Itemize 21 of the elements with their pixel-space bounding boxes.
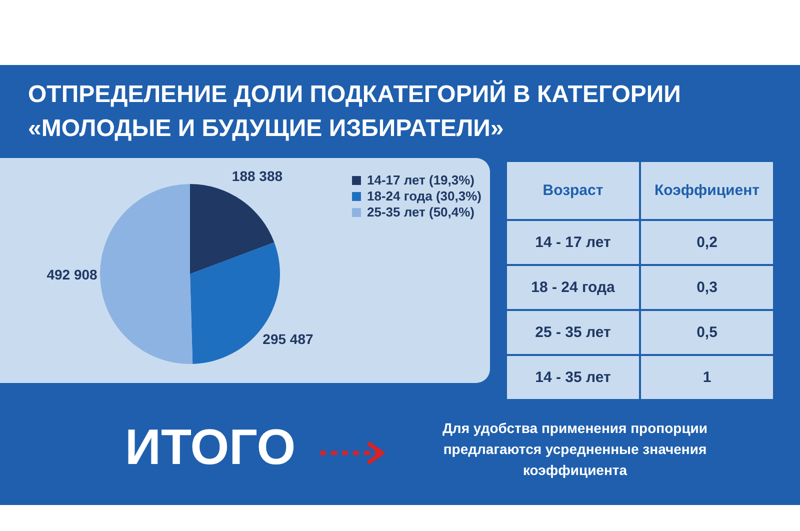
text: 0,5 (640, 310, 774, 355)
text: Коэффициент (640, 161, 774, 220)
legend-label: 25-35 лет (50,4%) (367, 204, 475, 220)
text: Возраст (506, 161, 640, 220)
chart-title: ОТПРЕДЕЛЕНИЕ ДОЛИ ПОДКАТЕГОРИЙ В КАТЕГОРИИ «МОЛОДЫЕ И БУДУЩИЕ ИЗБИРАТЕЛИ» (28, 79, 682, 144)
text: Для удобства применения пропорции предлагаются усредненные значения коэффициента (441, 419, 709, 480)
data-label: 295 487 (262, 330, 314, 347)
pie-slice (100, 184, 193, 364)
text: ИТОГО (125, 418, 296, 476)
legend-label: 18-24 года (30,3%) (367, 188, 482, 204)
legend-label: 14-17 лет (19,3%) (367, 172, 475, 188)
data-label: 188 388 (232, 168, 283, 184)
text: 18 - 24 года (506, 265, 640, 310)
text: 1 (640, 355, 774, 400)
text: 0,3 (640, 265, 774, 310)
text: 14 - 35 лет (506, 355, 640, 400)
text: 25 - 35 лет (506, 310, 640, 355)
pie-slice (190, 184, 274, 274)
data-label: 492 908 (46, 266, 98, 283)
text: 0,2 (640, 220, 774, 265)
text: 14 - 17 лет (506, 220, 640, 265)
